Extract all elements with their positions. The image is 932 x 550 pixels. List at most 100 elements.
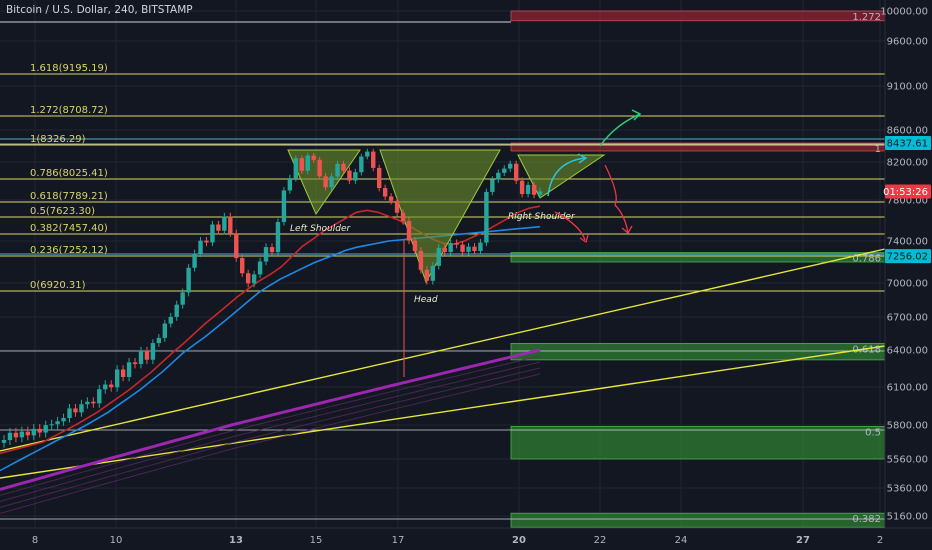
trendlines — [0, 248, 886, 479]
ma-ribbon — [0, 355, 541, 496]
candle-body — [406, 221, 412, 241]
candle-body — [371, 151, 376, 168]
zone-label: 0.5 — [865, 427, 881, 438]
candle-body — [388, 196, 394, 201]
candle-body — [299, 158, 304, 171]
price-tick-label: 8600.00 — [887, 126, 928, 137]
candle-body — [317, 159, 322, 177]
price-tag-box — [885, 184, 931, 199]
candle-body — [251, 274, 257, 284]
annotation-right-shoulder: Right Shoulder — [508, 212, 576, 222]
time-tick-label: 2 — [877, 535, 883, 546]
time-tick-label: 17 — [392, 535, 405, 546]
price-tick-label: 10000.00 — [880, 7, 928, 18]
candle-body — [430, 265, 435, 281]
fib-label: 0(6920.31) — [30, 280, 86, 291]
price-tick-label: 7400.00 — [887, 237, 928, 248]
candle-body — [103, 384, 108, 390]
time-tick-label: 10 — [110, 535, 123, 546]
candle-body — [359, 156, 364, 173]
chart-title: Bitcoin / U.S. Dollar, 240, BITSTAMP — [6, 4, 193, 16]
fib-label: 1.618(9195.19) — [30, 63, 108, 74]
price-tag-label: 01:53:26 — [883, 187, 928, 198]
price-tick-label: 5560.00 — [887, 455, 928, 466]
price-tag-box — [885, 136, 931, 151]
price-axis[interactable]: 10000.00 9600.00 9100.00 8600.00 8200.00 7800… — [880, 0, 932, 550]
bull-arrow-head — [631, 109, 642, 121]
price-tick-label: 6700.00 — [887, 313, 928, 324]
time-tick-label: 15 — [310, 535, 323, 546]
candle-body — [79, 404, 84, 413]
candle-body — [424, 269, 430, 281]
price-tick-label: 5360.00 — [887, 484, 928, 495]
candle-body — [508, 163, 513, 169]
candle-body — [192, 253, 197, 268]
candle-body — [234, 233, 239, 259]
price-tick-label: 9600.00 — [887, 37, 928, 48]
candle-body — [138, 350, 144, 365]
ma-ribbon — [0, 373, 541, 514]
right-shoulder-fill — [517, 154, 606, 199]
candle-body — [150, 343, 156, 360]
candle-body — [174, 304, 179, 317]
fib-label: 1(8326.29) — [30, 134, 86, 145]
candle-body — [210, 224, 215, 243]
price-axis-background — [885, 0, 932, 550]
candle-body — [502, 168, 507, 173]
candle-body — [496, 172, 501, 180]
candle-body — [442, 247, 447, 253]
candle-body — [186, 267, 191, 293]
candle-body — [394, 200, 400, 213]
price-tick-label: 8200.00 — [887, 158, 928, 169]
price-tick-label: 7000.00 — [887, 279, 928, 290]
candle-body — [460, 244, 465, 252]
candle-body — [275, 222, 281, 253]
time-tick-label: 8 — [32, 535, 38, 546]
trendline — [0, 345, 886, 479]
candle-body — [156, 337, 162, 344]
zone-label: 0.382 — [852, 514, 881, 525]
candle-body — [61, 418, 66, 422]
candle-body — [25, 431, 31, 436]
candle-body — [31, 428, 36, 436]
candle-body — [418, 250, 424, 270]
price-tick-label: 7800.00 — [887, 196, 928, 207]
candle-body — [472, 246, 477, 251]
candle-body — [198, 240, 203, 254]
candle-body — [454, 243, 459, 245]
time-axis[interactable]: 8 10 13 15 17 20 22 24 27 2 — [0, 527, 932, 546]
candle-body — [519, 180, 525, 195]
candle-body — [13, 432, 19, 438]
candle-body — [19, 431, 25, 438]
price-tick-label: 6400.00 — [887, 346, 928, 357]
trendline — [0, 248, 886, 452]
candle-body — [484, 191, 489, 243]
bear-arrow-head — [579, 234, 589, 244]
annotation-head: Head — [414, 295, 438, 305]
candle-body — [43, 425, 48, 433]
ma-ribbon — [0, 367, 541, 508]
candle-body — [490, 179, 495, 192]
candle-body — [257, 261, 263, 275]
fib-label: 0.382(7457.40) — [30, 223, 108, 234]
zone-demand — [510, 342, 886, 361]
candle-body — [144, 350, 150, 360]
candle-body — [537, 191, 543, 195]
zone-label: 1.272 — [852, 12, 881, 23]
candle-body — [73, 408, 78, 413]
candle-body — [132, 362, 138, 365]
price-tick-label: 6100.00 — [887, 383, 928, 394]
bull-arrow — [599, 113, 641, 147]
candle-body — [365, 151, 370, 157]
bear-arrow — [554, 211, 586, 241]
candle-body — [287, 178, 293, 191]
candle-body — [37, 428, 42, 433]
time-tick-label: 24 — [675, 535, 688, 546]
candle-body — [400, 212, 406, 222]
candle-body — [222, 216, 227, 231]
time-tick-label: 20 — [512, 535, 526, 546]
price-tag-label: 8437.61 — [887, 139, 928, 150]
candle-body — [7, 432, 13, 441]
